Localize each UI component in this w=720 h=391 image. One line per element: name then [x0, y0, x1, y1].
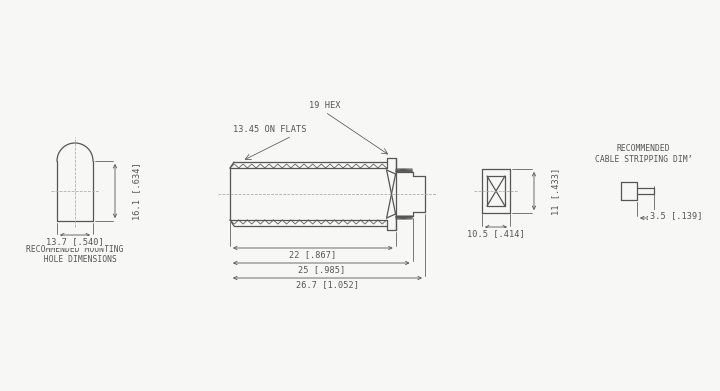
Text: 13.7 [.540]: 13.7 [.540]: [46, 237, 104, 246]
Text: 26.7 [1.052]: 26.7 [1.052]: [296, 280, 359, 289]
Text: 10.5 [.414]: 10.5 [.414]: [467, 230, 525, 239]
Text: 16.1 [.634]: 16.1 [.634]: [132, 162, 142, 220]
Text: 11 [.433]: 11 [.433]: [552, 167, 560, 215]
Text: RECOMMENDED MOUNTING
  HOLE DIMENSIONS: RECOMMENDED MOUNTING HOLE DIMENSIONS: [26, 245, 124, 264]
Text: 13.45 ON FLATS: 13.45 ON FLATS: [233, 126, 307, 135]
Text: 22 [.867]: 22 [.867]: [289, 251, 336, 260]
Text: 3.5 [.139]: 3.5 [.139]: [649, 212, 702, 221]
Text: 25 [.985]: 25 [.985]: [297, 265, 345, 274]
Text: 19 HEX: 19 HEX: [310, 102, 341, 111]
Text: RECOMMENDED
CABLE STRIPPING DIM’: RECOMMENDED CABLE STRIPPING DIM’: [595, 144, 692, 164]
